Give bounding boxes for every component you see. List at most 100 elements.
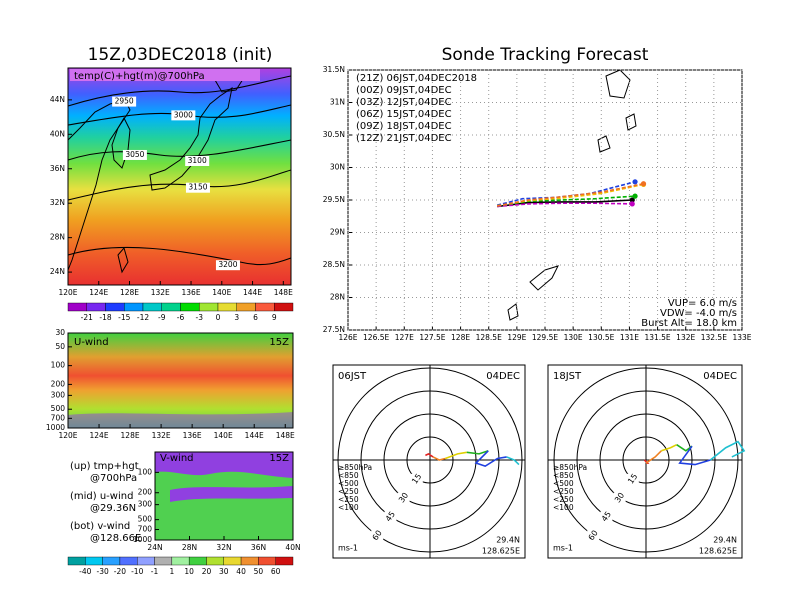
colorbar-box — [119, 556, 138, 566]
contour — [67, 246, 292, 266]
y-tick-label: 300 — [51, 390, 66, 399]
y-tick-label: 31N — [330, 98, 345, 107]
legend-label: <250 — [338, 487, 359, 496]
unit: ms-1 — [553, 544, 573, 553]
colorbar-box — [255, 302, 275, 312]
hodo-frame — [547, 364, 743, 559]
unit: ms-1 — [338, 544, 358, 553]
temp-field — [68, 68, 291, 285]
x-tick-label: 127E — [395, 333, 414, 342]
x-tick-label: 140E — [212, 288, 231, 297]
colorbar-box — [199, 302, 219, 312]
y-tick-label: 27.5N — [323, 325, 345, 334]
y-tick-label: 50 — [55, 342, 65, 351]
colorbar-label: -21 — [81, 313, 93, 322]
colorbar-label: -6 — [177, 313, 185, 322]
map-title: 15Z,03DEC2018 (init) — [88, 45, 273, 65]
colorbar-box — [223, 556, 242, 566]
note: Burst Alt= 18.0 km — [641, 318, 737, 329]
x-tick-label: 40N — [285, 543, 300, 552]
colorbar-label: 3 — [234, 313, 239, 322]
y-tick-label: 44N — [50, 95, 65, 104]
y-tick-label: 100 — [138, 467, 153, 476]
note: VDW= -4.0 m/s — [660, 308, 737, 319]
ring-label-bg — [371, 530, 384, 541]
ring — [622, 436, 670, 484]
y-tick-label: 29.5N — [323, 195, 345, 204]
track-end — [629, 197, 635, 203]
x-tick-label: 28N — [182, 543, 197, 552]
hodo-line — [445, 451, 467, 460]
x-tick-label: 136E — [182, 288, 201, 297]
hodo-line — [506, 456, 520, 466]
x-tick-label: 36N — [251, 543, 266, 552]
note: @128.66E — [90, 533, 141, 544]
ring-label-bg — [397, 492, 410, 503]
map-label-bg — [70, 69, 260, 81]
colorbar-label: 30 — [219, 567, 229, 576]
contour-label: 3050 — [125, 150, 144, 159]
colorbar-box — [275, 556, 294, 566]
colorbar-label: -15 — [118, 313, 130, 322]
map-label: temp(C)+hgt(m)@700hPa — [74, 71, 205, 82]
colorbar-label: 0 — [216, 313, 221, 322]
track-end — [640, 181, 647, 187]
ring-label-bg — [626, 473, 639, 484]
contour-label-bg — [122, 149, 147, 160]
hodo-line — [466, 450, 489, 455]
contour — [67, 75, 292, 107]
x-tick-label: 128E — [121, 431, 140, 440]
island — [507, 303, 519, 321]
legend-label: (21Z) 06JST,04DEC2018 — [356, 73, 477, 84]
y-tick-label: 1000 — [46, 423, 65, 432]
colorbar-box — [217, 302, 237, 312]
legend-label: (12Z) 21JST,04DEC — [356, 133, 452, 144]
legend-label: <250 — [553, 495, 574, 504]
u-frame — [67, 332, 294, 429]
colorbar-label: 40 — [236, 567, 246, 576]
contour-label-bg — [185, 182, 210, 193]
x-tick-label: 124E — [90, 431, 109, 440]
y-tick-label: 28.5N — [323, 260, 345, 269]
x-tick-label: 132E — [676, 333, 695, 342]
ring-label-bg — [613, 492, 626, 503]
hodo-title: 06JST — [338, 371, 367, 382]
y-tick-label: 700 — [51, 413, 66, 422]
colorbar-box — [105, 302, 125, 312]
colorbar-box — [67, 302, 87, 312]
x-tick-label: 126E — [338, 333, 357, 342]
ring-label-bg — [587, 530, 600, 541]
track — [497, 199, 633, 208]
contour-label: 2950 — [115, 97, 134, 106]
colorbar-box — [142, 302, 162, 312]
ring — [576, 390, 716, 530]
colorbar-label: -20 — [114, 567, 126, 576]
u-time: 15Z — [269, 337, 289, 348]
colorbar-label: 60 — [271, 567, 281, 576]
contour — [67, 139, 292, 161]
colorbar-label: 50 — [254, 567, 264, 576]
colorbar-box — [124, 302, 144, 312]
x-tick-label: 120E — [58, 288, 77, 297]
y-tick-label: 30 — [55, 328, 65, 337]
x-tick-label: 132E — [152, 431, 171, 440]
contour-label: 3000 — [174, 110, 193, 119]
note: VUP= 6.0 m/s — [668, 298, 737, 309]
legend-label: <850 — [338, 471, 359, 480]
hodo-line — [678, 445, 711, 466]
colorbar-box — [67, 556, 86, 566]
x-tick-label: 129E — [507, 333, 526, 342]
island — [605, 69, 631, 99]
y-tick-label: 40N — [50, 129, 65, 138]
x-tick-label: 132.5E — [701, 333, 727, 342]
note: (up) tmp+hgt — [70, 461, 139, 472]
hodo-frame — [332, 364, 526, 559]
colorbar-label: -10 — [131, 567, 143, 576]
legend-label: <500 — [553, 479, 574, 488]
x-tick-label: 131E — [620, 333, 639, 342]
hodo-date: 04DEC — [703, 371, 737, 382]
hodo-line — [709, 440, 746, 461]
colorbar-label: 9 — [272, 313, 277, 322]
y-tick-label: 100 — [51, 361, 66, 370]
